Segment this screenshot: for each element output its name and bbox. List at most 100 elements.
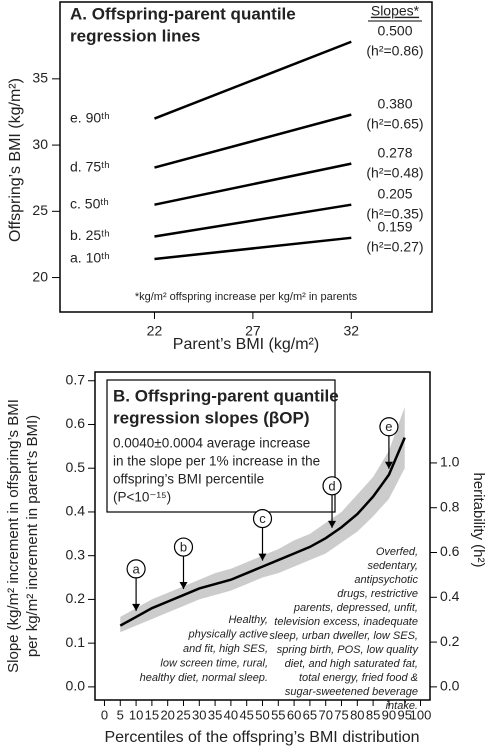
x-tick-label: 90: [382, 707, 396, 722]
regression-line: [154, 113, 352, 169]
y-tick-label: 0.3: [66, 546, 86, 562]
line-name: a. 10ᵗʰ: [70, 250, 110, 266]
panel-title: B. Offspring-parent quantile: [113, 386, 339, 405]
x-tick-label: 20: [160, 707, 174, 722]
y2-tick-label: 0.0: [440, 678, 460, 694]
marker-label: d: [328, 478, 335, 493]
x-tick-label: 15: [145, 707, 159, 722]
x-tick-label: 80: [350, 707, 364, 722]
marker-arrowhead: [328, 520, 337, 528]
regression-line: [154, 162, 352, 206]
y-tick-label: 0.7: [66, 371, 86, 387]
heritability-label: (h²=0.86): [366, 42, 423, 58]
y-tick-label: 35: [32, 70, 48, 86]
y-tick-label: 0.0: [66, 678, 86, 694]
x-tick-label: 32: [344, 323, 360, 339]
x-tick-label: 50: [255, 707, 269, 722]
marker-label: b: [180, 539, 187, 554]
marker-circle: [126, 559, 146, 579]
x-tick-label: 75: [334, 707, 348, 722]
right-note: intake.: [386, 700, 418, 712]
right-note: sugar-sweetened beverage: [285, 686, 418, 698]
x-axis-label: Parent’s BMI (kg/m²): [173, 336, 319, 353]
x-tick-label: 22: [147, 323, 163, 339]
left-note: physically active: [188, 628, 268, 640]
line-name: e. 90ᵗʰ: [70, 109, 110, 125]
right-note: antipsychotic: [354, 574, 418, 586]
x-tick-label: 0: [101, 707, 108, 722]
heritability-label: (h²=0.65): [366, 115, 423, 131]
x-tick-label: 40: [224, 707, 238, 722]
y2-tick-label: 1.0: [440, 454, 460, 470]
left-note: Healthy,: [228, 614, 268, 626]
slope-label: 0.278: [377, 144, 412, 160]
marker-arrowhead: [132, 603, 141, 611]
regression-line: [154, 203, 352, 238]
inset-text: (P<10⁻¹⁵): [113, 490, 171, 505]
x-tick-label: 65: [303, 707, 317, 722]
right-note: sedentary,: [367, 560, 418, 572]
right-note: drugs, restrictive: [337, 588, 418, 600]
marker-label: c: [259, 511, 266, 526]
x-tick-label: 70: [318, 707, 332, 722]
x-tick-label: 60: [287, 707, 301, 722]
marker-label: e: [385, 419, 392, 434]
y-tick-label: 0.5: [66, 459, 86, 475]
inset-text: offspring’s BMI percentile: [113, 472, 264, 487]
panel-a-frame: [59, 1, 433, 313]
x-tick-label: 45: [239, 707, 253, 722]
slope-line: [119, 437, 406, 627]
panel-title: regression slopes (βOP): [113, 408, 310, 427]
x-axis-label: Percentiles of the offspring’s BMI distr…: [104, 729, 419, 746]
y-tick-label: 0.6: [66, 415, 86, 431]
left-note: low screen time, rural,: [160, 657, 268, 669]
panel-title: regression lines: [70, 26, 200, 45]
y-tick-label: 25: [32, 202, 48, 218]
y-axis-label: Offspring’s BMI (kg/m²): [7, 78, 24, 242]
y-tick-label: 0.1: [66, 634, 86, 650]
x-tick-label: 85: [366, 707, 380, 722]
x-tick-label: 10: [129, 707, 143, 722]
marker-arrowhead: [258, 553, 267, 561]
right-note: sleep, urban dweller, low SES,: [269, 630, 418, 642]
slope-label: 0.205: [377, 185, 412, 201]
regression-line: [154, 236, 352, 261]
x-tick-label: 25: [176, 707, 190, 722]
right-note: parents, depressed, unfit,: [293, 602, 418, 614]
marker-circle: [379, 417, 399, 437]
marker-arrowhead: [179, 582, 188, 590]
marker-arrowhead: [384, 461, 393, 469]
heritability-label: (h²=0.27): [366, 239, 423, 255]
x-tick-label: 95: [397, 707, 411, 722]
slope-label: 0.380: [377, 95, 412, 111]
y-axis-label: per kg/m² increment in parent’s BMI): [24, 415, 41, 657]
x-tick-label: 55: [271, 707, 285, 722]
panel-title: A. Offspring-parent quantile: [70, 4, 296, 23]
marker-circle: [173, 537, 194, 557]
y-axis-label: Slope (kg/m² increment in offspring’s BM…: [5, 399, 22, 673]
left-note: and fit, high SES,: [183, 643, 268, 655]
x-tick-label: 100: [410, 707, 432, 722]
slope-label: 0.159: [377, 219, 412, 235]
x-tick-label: 5: [117, 707, 124, 722]
heritability-label: (h²=0.48): [366, 164, 423, 180]
right-note: diet, and high saturated fat,: [285, 658, 418, 670]
right-note: television excess, inadequate: [274, 616, 418, 628]
inset-text: 0.0040±0.0004 average increase: [113, 436, 310, 451]
heritability-label: (h²=0.35): [366, 205, 423, 221]
y2-tick-label: 0.8: [440, 498, 460, 514]
footnote: *kg/m² offspring increase per kg/m² in p…: [135, 291, 358, 303]
slope-label: 0.500: [377, 22, 412, 38]
regression-line: [154, 40, 352, 120]
inset-text: in the slope per 1% increase in the: [113, 454, 320, 469]
y-tick-label: 20: [32, 268, 48, 284]
line-name: b. 25ᵗʰ: [70, 227, 110, 243]
right-note: total energy, fried food &: [299, 672, 418, 684]
y2-tick-label: 0.4: [440, 588, 460, 604]
x-tick-label: 30: [192, 707, 206, 722]
y2-tick-label: 0.2: [440, 633, 460, 649]
y-tick-label: 0.2: [66, 590, 86, 606]
y-tick-label: 30: [32, 136, 48, 152]
right-note: spring birth, POS, low quality: [277, 644, 420, 656]
